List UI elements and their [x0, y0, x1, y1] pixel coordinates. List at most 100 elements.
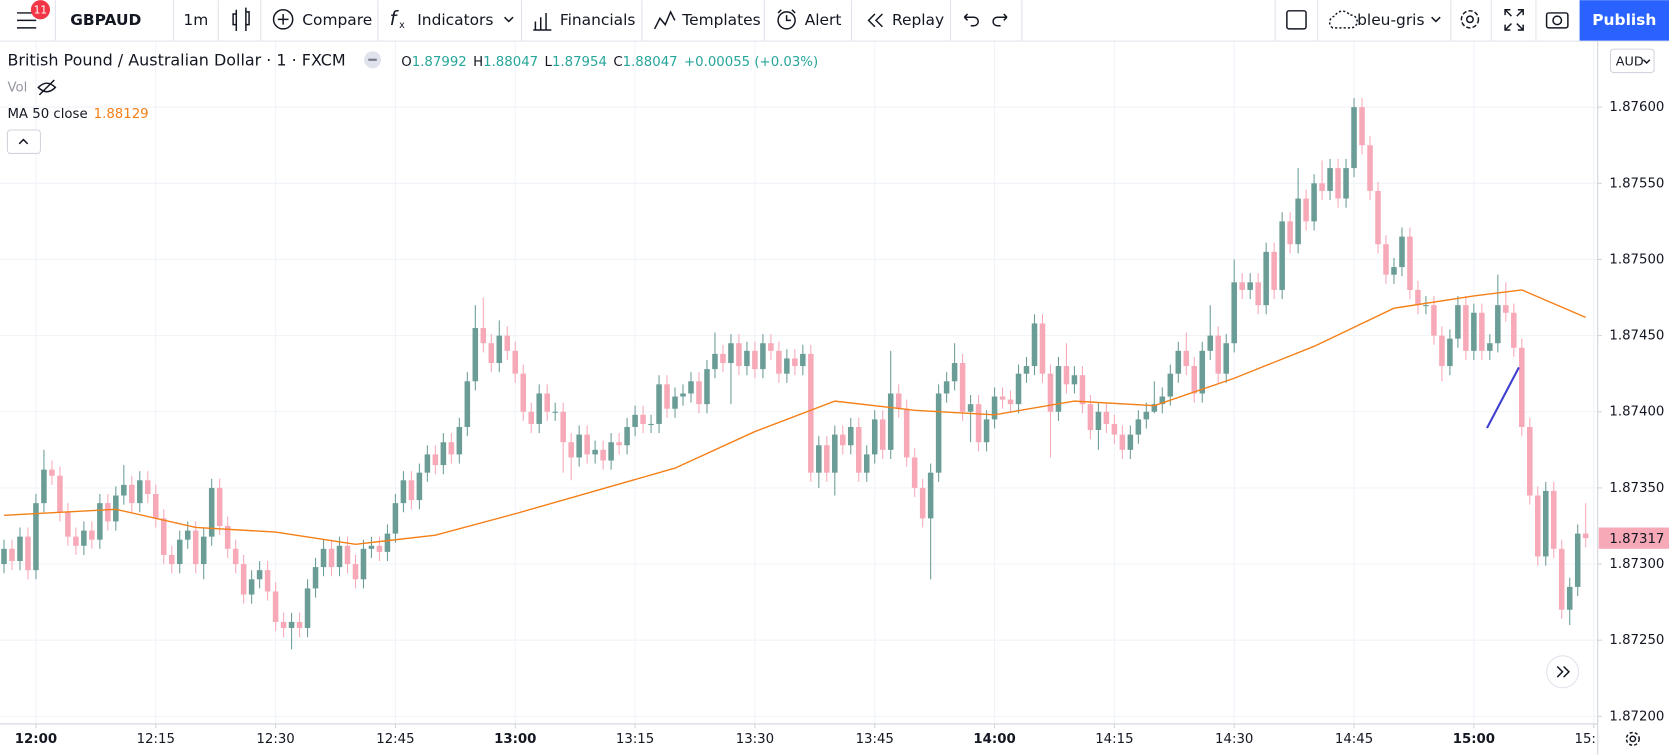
candle-body	[1103, 411, 1110, 424]
candle-body	[1503, 305, 1509, 313]
symbol[interactable]: GBPAUD	[70, 11, 141, 29]
publish-label: Publish	[1592, 11, 1656, 29]
candle-body	[1135, 419, 1142, 435]
candle-body	[1447, 338, 1453, 367]
candle-body	[800, 353, 806, 367]
interval[interactable]: 1m	[183, 11, 208, 29]
candle-body	[688, 381, 694, 394]
chart-type-button[interactable]	[232, 7, 250, 32]
collapse-legend-button[interactable]	[6, 129, 41, 154]
high-value: 1.88047	[483, 55, 538, 70]
close-value: 1.88047	[623, 55, 678, 70]
candle-body	[105, 503, 111, 522]
x-tick-label: 14:30	[1215, 732, 1253, 747]
candle-body	[1239, 282, 1245, 290]
candle-body	[1367, 145, 1373, 191]
x-tick-label: 14:00	[973, 732, 1015, 747]
candle-body	[1143, 411, 1150, 420]
candle-body	[616, 442, 622, 446]
candle-body	[1311, 183, 1317, 222]
candle-body	[1495, 305, 1501, 344]
candle-body	[680, 393, 686, 397]
collapse-icon	[18, 138, 29, 145]
candle-body	[113, 495, 119, 522]
candle-body	[312, 567, 319, 589]
y-tick-label: 1.87400	[1609, 405, 1664, 420]
y-tick-label: 1.87600	[1609, 100, 1664, 115]
candle-body	[1071, 375, 1078, 385]
candle-body	[1023, 366, 1030, 374]
candle-body	[855, 426, 862, 473]
templates-button[interactable]: Templates	[653, 10, 761, 30]
candle-body	[1087, 404, 1094, 431]
compare-button[interactable]: Compare	[272, 9, 373, 30]
gear-icon	[1460, 10, 1480, 29]
settings-button[interactable]	[1460, 10, 1480, 29]
candle-body	[1527, 426, 1533, 496]
alert-button[interactable]: Alert	[777, 9, 841, 30]
candle-body	[224, 525, 231, 549]
fullscreen-button[interactable]	[1504, 9, 1524, 31]
candle-body	[776, 350, 782, 374]
candle-body	[1015, 373, 1022, 405]
candle-body	[89, 530, 95, 540]
candle-body	[248, 579, 255, 595]
candle-body	[1471, 312, 1477, 351]
candle-body	[160, 518, 167, 555]
ma-value: 1.88129	[94, 107, 149, 122]
candle-body	[736, 343, 742, 367]
candle-body	[999, 396, 1006, 400]
publish-button[interactable]: Publish	[1579, 0, 1669, 41]
candle-body	[272, 591, 279, 622]
snapshot-button[interactable]	[1545, 12, 1569, 29]
alarm-hands	[777, 9, 796, 22]
candle-body	[1047, 373, 1054, 412]
candle-body	[600, 449, 606, 461]
candle-body	[400, 480, 407, 504]
price-axis: 1.87200 1.87250 1.87300 1.87350 1.87400 1.874…	[1597, 100, 1669, 724]
candle-body	[121, 484, 127, 496]
x-tick-label: 12:00	[15, 732, 57, 747]
collapse-bg	[6, 129, 41, 154]
candle-body	[304, 588, 311, 629]
indicators-button[interactable]: f x Indicators	[390, 7, 514, 31]
candle-body	[520, 373, 527, 412]
candle-body	[792, 358, 798, 367]
candle-body	[440, 442, 447, 466]
candle-body	[448, 442, 455, 455]
badge-count: 11	[34, 3, 48, 16]
candle-body	[488, 343, 495, 364]
financials-button[interactable]: Financials	[533, 11, 635, 31]
open-value: 1.87992	[412, 55, 467, 70]
candle-body	[296, 621, 303, 629]
candle-body	[1335, 168, 1341, 199]
ohlc-values: O1.87992 H1.88047 L1.87954 C1.88047 +0.00055…	[401, 55, 818, 70]
candle-body	[184, 530, 191, 540]
scroll-to-realtime-button[interactable]	[1546, 655, 1580, 689]
candle-body	[137, 480, 143, 504]
candle-body	[568, 442, 574, 458]
candle-body	[1415, 289, 1421, 306]
candle-body	[41, 469, 47, 504]
x-tick-label: 12:15	[137, 732, 175, 747]
layout-button[interactable]	[1286, 10, 1307, 30]
hide-volume-button[interactable]	[37, 79, 57, 96]
candle-body	[1151, 404, 1158, 412]
axis-settings-button[interactable]	[1625, 731, 1640, 746]
candle-body	[496, 335, 503, 364]
candle-body	[1479, 312, 1485, 351]
candle-body	[824, 445, 830, 473]
candle-body	[1, 548, 7, 565]
currency-button[interactable]: AUD	[1609, 48, 1655, 74]
eye-strike	[38, 79, 55, 96]
redo-button[interactable]	[992, 13, 1008, 27]
replay-icon	[867, 13, 883, 28]
replay-button[interactable]: Replay	[867, 11, 945, 29]
candle-body	[1167, 373, 1174, 397]
layout-menu[interactable]: bleu-gris	[1328, 10, 1441, 29]
menu-button[interactable]: 11	[17, 0, 51, 29]
candle-body	[17, 536, 23, 562]
undo-button[interactable]	[963, 13, 979, 27]
